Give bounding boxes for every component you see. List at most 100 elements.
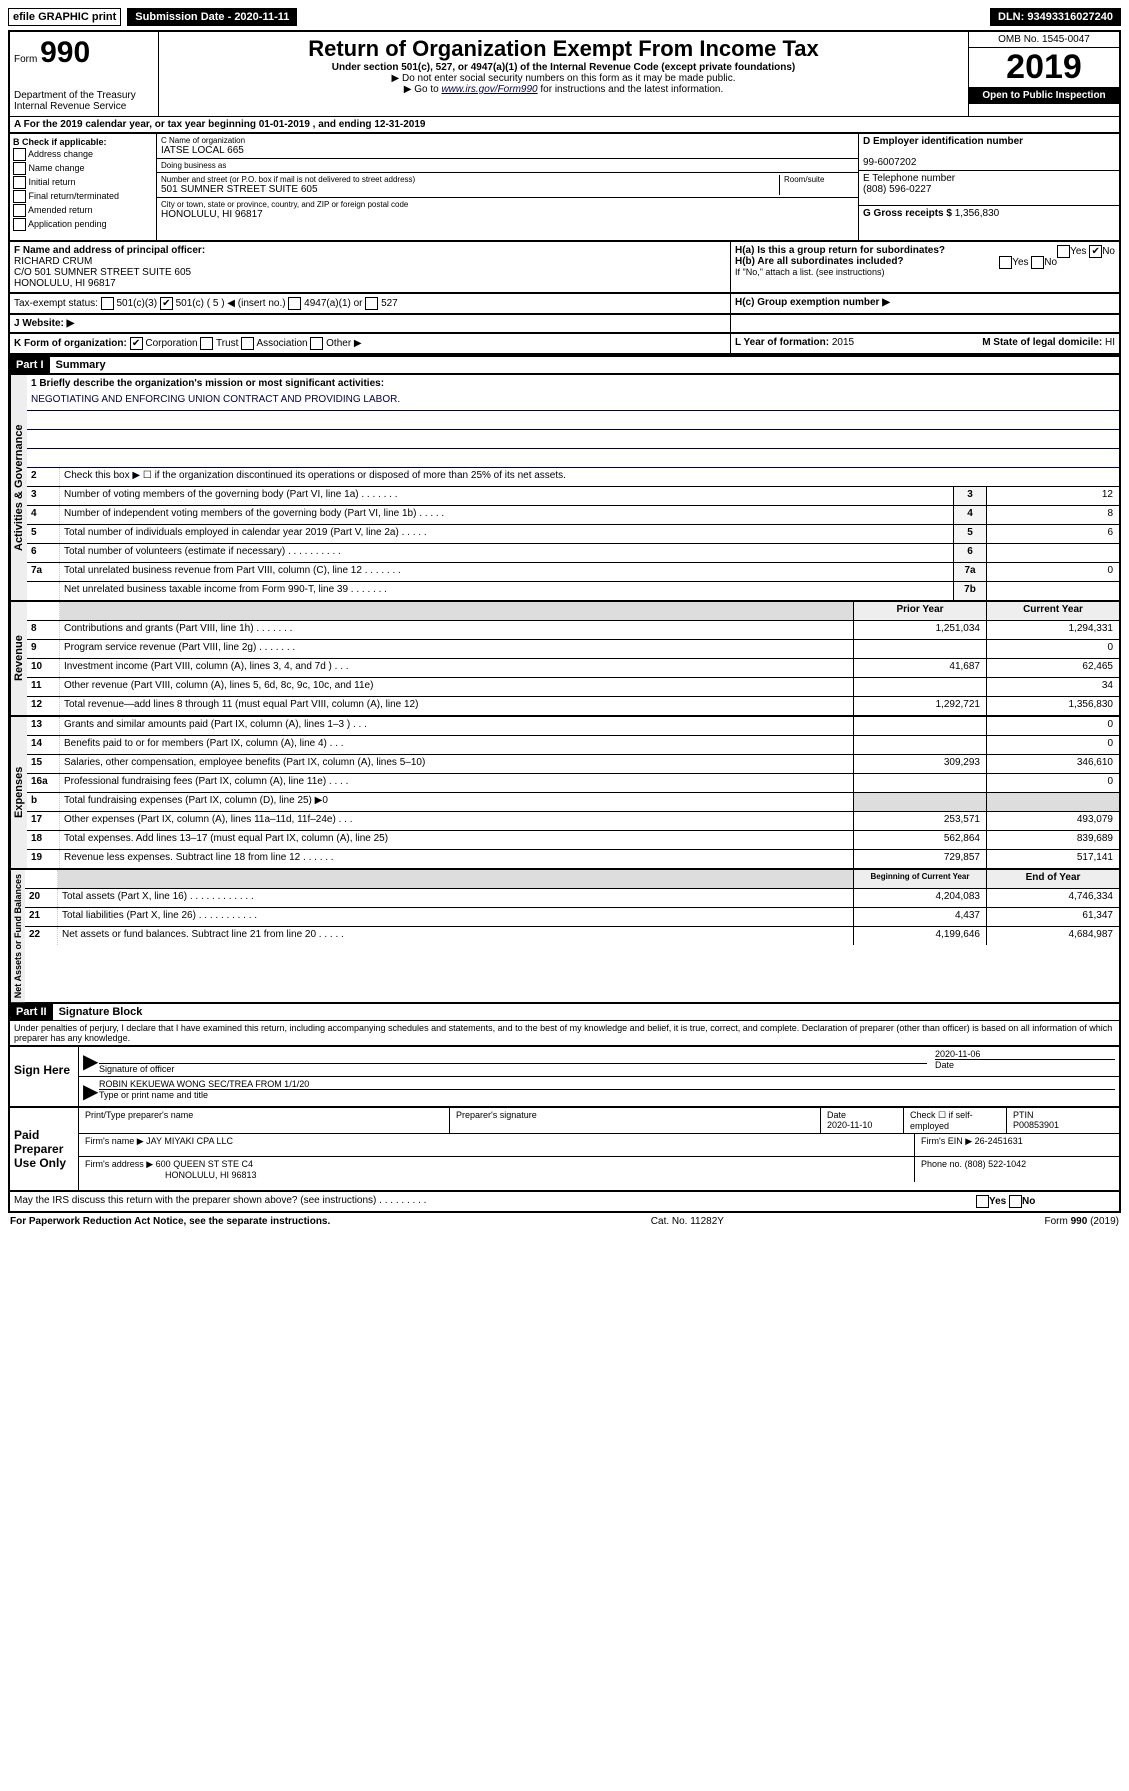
sig-date: 2020-11-06 [935, 1049, 1115, 1060]
data-line: 18Total expenses. Add lines 13–17 (must … [27, 831, 1119, 850]
room-label: Room/suite [784, 175, 854, 184]
data-line: 10Investment income (Part VIII, column (… [27, 659, 1119, 678]
line2: Check this box ▶ ☐ if the organization d… [60, 468, 1119, 486]
open-public: Open to Public Inspection [969, 87, 1119, 104]
preparer-date: 2020-11-10 [827, 1120, 897, 1130]
discuss-row: May the IRS discuss this return with the… [8, 1190, 1121, 1211]
form-header: Form 990 Department of the Treasury Inte… [8, 30, 1121, 116]
check-final-return[interactable]: Final return/terminated [13, 190, 153, 203]
data-line: 20Total assets (Part X, line 16) . . . .… [25, 889, 1119, 908]
data-line: 22Net assets or fund balances. Subtract … [25, 927, 1119, 945]
hb-note: If "No," attach a list. (see instruction… [735, 267, 1115, 277]
sig-name: ROBIN KEKUEWA WONG SEC/TREA FROM 1/1/20 [99, 1079, 1115, 1090]
gov-line: Net unrelated business taxable income fr… [27, 582, 1119, 600]
end-year-header: End of Year [986, 870, 1119, 888]
part1-header: Part I Summary [8, 355, 1121, 373]
data-line: 13Grants and similar amounts paid (Part … [27, 717, 1119, 736]
dept-treasury: Department of the Treasury [14, 90, 154, 101]
discuss-no[interactable]: No [1022, 1196, 1035, 1207]
form-note1: ▶ Do not enter social security numbers o… [163, 73, 964, 84]
opt-501c3[interactable]: 501(c)(3) [116, 298, 157, 309]
row-k: K Form of organization: ✔ Corporation Tr… [8, 332, 1121, 355]
data-line: 15Salaries, other compensation, employee… [27, 755, 1119, 774]
check-address-change[interactable]: Address change [13, 148, 153, 161]
gov-line: 7aTotal unrelated business revenue from … [27, 563, 1119, 582]
addr-value: 501 SUMNER STREET SUITE 605 [161, 184, 779, 195]
data-line: 8Contributions and grants (Part VIII, li… [27, 621, 1119, 640]
top-bar: efile GRAPHIC print Submission Date - 20… [8, 8, 1121, 26]
irs-link[interactable]: www.irs.gov/Form990 [441, 84, 537, 95]
opt-assoc[interactable]: Association [256, 338, 307, 349]
data-line: 19Revenue less expenses. Subtract line 1… [27, 850, 1119, 868]
paid-preparer: Paid Preparer Use Only Print/Type prepar… [8, 1106, 1121, 1190]
footer-mid: Cat. No. 11282Y [651, 1216, 724, 1227]
header-mid: Return of Organization Exempt From Incom… [159, 32, 968, 116]
form-note2: ▶ Go to www.irs.gov/Form990 for instruct… [163, 84, 964, 95]
sign-here-label: Sign Here [10, 1047, 79, 1106]
perjury-text: Under penalties of perjury, I declare th… [8, 1020, 1121, 1045]
gov-line: 3Number of voting members of the governi… [27, 487, 1119, 506]
col-b-label: B Check if applicable: [13, 137, 107, 147]
data-line: 21Total liabilities (Part X, line 26) . … [25, 908, 1119, 927]
phone-value: (808) 596-0227 [863, 184, 1115, 195]
revenue-label: Revenue [10, 602, 27, 715]
website-label: J Website: ▶ [14, 318, 74, 329]
dept-irs: Internal Revenue Service [14, 101, 154, 112]
discuss-text: May the IRS discuss this return with the… [10, 1192, 973, 1211]
gross-value: 1,356,830 [955, 208, 1000, 219]
governance-label: Activities & Governance [10, 375, 27, 600]
row-j: J Website: ▶ [8, 313, 1121, 332]
ein-value: 99-6007202 [863, 157, 1115, 168]
check-name-change[interactable]: Name change [13, 162, 153, 175]
check-amended[interactable]: Amended return [13, 204, 153, 217]
year-formation: 2015 [832, 337, 854, 348]
data-line: 11Other revenue (Part VIII, column (A), … [27, 678, 1119, 697]
opt-corp[interactable]: Corporation [145, 338, 197, 349]
check-application-pending[interactable]: Application pending [13, 218, 153, 231]
footer-left: For Paperwork Reduction Act Notice, see … [10, 1216, 330, 1227]
paid-label: Paid Preparer Use Only [10, 1108, 79, 1190]
prior-year-header: Prior Year [853, 602, 986, 620]
ha-label: H(a) Is this a group return for subordin… [735, 245, 945, 256]
data-line: 14Benefits paid to or for members (Part … [27, 736, 1119, 755]
self-employed-check[interactable]: Check ☐ if self-employed [904, 1108, 1007, 1133]
hc-label: H(c) Group exemption number ▶ [735, 297, 890, 308]
addr-label: Number and street (or P.O. box if mail i… [161, 175, 779, 184]
ptin: P00853901 [1013, 1120, 1113, 1130]
opt-501c[interactable]: 501(c) ( 5 ) ◀ (insert no.) [176, 298, 286, 309]
gov-line: 5Total number of individuals employed in… [27, 525, 1119, 544]
opt-527[interactable]: 527 [381, 298, 398, 309]
efile-label[interactable]: efile GRAPHIC print [8, 8, 121, 26]
row-f-h: F Name and address of principal officer:… [8, 240, 1121, 292]
netassets-label: Net Assets or Fund Balances [10, 870, 25, 1002]
gross-label: G Gross receipts $ [863, 208, 952, 219]
data-line: bTotal fundraising expenses (Part IX, co… [27, 793, 1119, 812]
discuss-yes[interactable]: Yes [989, 1196, 1006, 1207]
current-year-header: Current Year [986, 602, 1119, 620]
firm-ein: 26-2451631 [975, 1136, 1023, 1146]
dba-label: Doing business as [161, 161, 854, 170]
org-name-label: C Name of organization [161, 136, 854, 145]
part2-header: Part II Signature Block [8, 1002, 1121, 1020]
submission-date: Submission Date - 2020-11-11 [127, 8, 297, 26]
form-subtitle: Under section 501(c), 527, or 4947(a)(1)… [163, 62, 964, 73]
sign-here: Sign Here ▶ Signature of officer 2020-11… [8, 1045, 1121, 1106]
opt-4947[interactable]: 4947(a)(1) or [304, 298, 362, 309]
data-line: 17Other expenses (Part IX, column (A), l… [27, 812, 1119, 831]
check-initial-return[interactable]: Initial return [13, 176, 153, 189]
data-line: 9Program service revenue (Part VIII, lin… [27, 640, 1119, 659]
opt-trust[interactable]: Trust [216, 338, 238, 349]
city-label: City or town, state or province, country… [161, 200, 854, 209]
governance-section: Activities & Governance 1 Briefly descri… [8, 373, 1121, 600]
opt-other[interactable]: Other ▶ [326, 338, 361, 349]
gov-line: 4Number of independent voting members of… [27, 506, 1119, 525]
form-title: Return of Organization Exempt From Incom… [163, 36, 964, 62]
form-label: Form [14, 54, 37, 65]
sig-name-label: Type or print name and title [99, 1090, 1115, 1100]
state-domicile: HI [1105, 337, 1115, 348]
preparer-sig-label: Preparer's signature [450, 1108, 821, 1133]
page-footer: For Paperwork Reduction Act Notice, see … [8, 1211, 1121, 1230]
phone-label: E Telephone number [863, 173, 1115, 184]
header-right: OMB No. 1545-0047 2019 Open to Public In… [968, 32, 1119, 116]
omb-number: OMB No. 1545-0047 [969, 32, 1119, 48]
